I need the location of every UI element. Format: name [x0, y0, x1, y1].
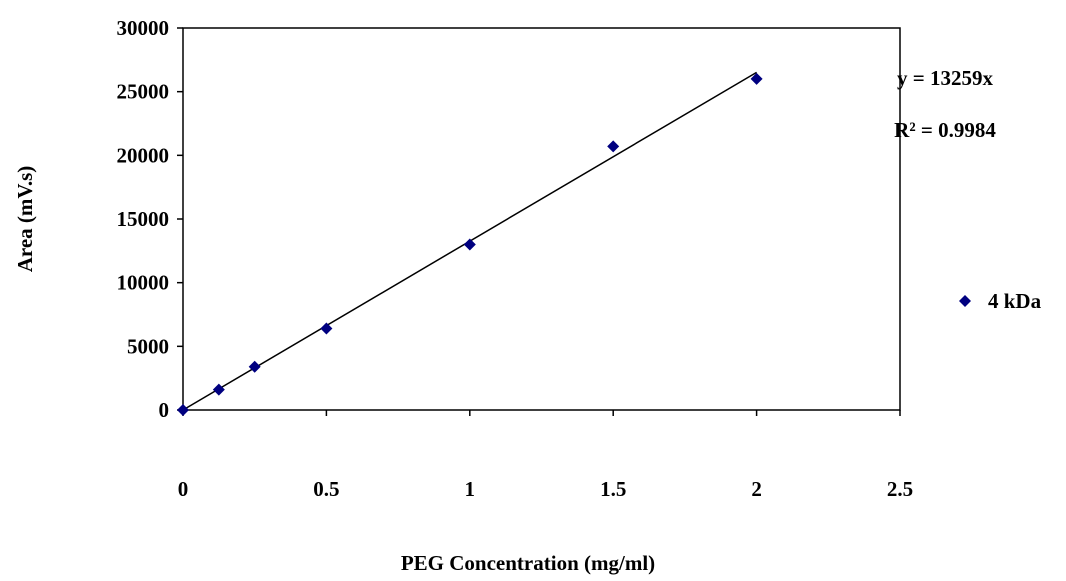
- x-axis-title: PEG Concentration (mg/ml): [401, 551, 655, 575]
- data-points: [177, 72, 763, 416]
- y-tick-label: 15000: [117, 207, 170, 231]
- x-tick-label: 0.5: [313, 477, 339, 501]
- y-tick-label: 20000: [117, 143, 170, 167]
- data-point: [212, 383, 225, 396]
- x-axis-ticks: 0 0.5 1 1.5 2 2.5: [178, 410, 913, 501]
- x-tick-label: 1.5: [600, 477, 626, 501]
- y-tick-label: 0: [159, 398, 170, 422]
- trendline-equation: y = 13259x: [897, 66, 993, 90]
- legend-label-4kda: 4 kDa: [988, 289, 1042, 313]
- data-point: [463, 238, 476, 251]
- y-tick-label: 5000: [127, 334, 169, 358]
- data-point: [177, 404, 189, 416]
- y-tick-label: 25000: [117, 80, 170, 104]
- x-tick-label: 1: [465, 477, 476, 501]
- data-point: [248, 360, 261, 373]
- x-tick-label: 2: [751, 477, 762, 501]
- y-axis-ticks: 0 5000 10000 15000 20000 25000 30000: [117, 16, 183, 422]
- data-point: [750, 72, 763, 85]
- y-axis-title: Area (mV.s): [13, 166, 37, 273]
- x-tick-label: 2.5: [887, 477, 913, 501]
- r-squared-label: R² = 0.9984: [894, 118, 996, 142]
- y-tick-label: 30000: [117, 16, 170, 40]
- plot-area: [182, 27, 901, 411]
- data-point: [320, 322, 333, 335]
- data-point: [607, 140, 620, 153]
- legend: 4 kDa: [959, 289, 1042, 313]
- y-tick-label: 10000: [117, 271, 170, 295]
- legend-marker-4kda: [959, 295, 971, 307]
- x-tick-label: 0: [178, 477, 189, 501]
